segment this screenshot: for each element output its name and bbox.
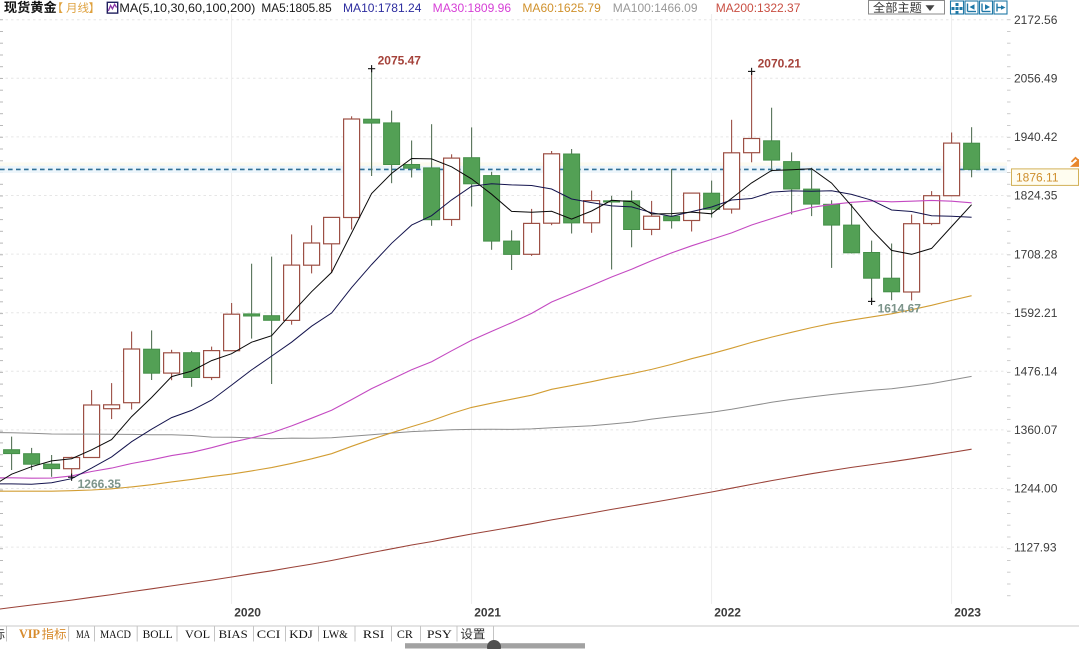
svg-text:RSI: RSI [363, 627, 385, 641]
svg-text:KDJ: KDJ [289, 627, 313, 641]
svg-text:2020: 2020 [234, 606, 261, 620]
svg-text:MA10:1781.24: MA10:1781.24 [343, 1, 422, 15]
svg-text:CCI: CCI [257, 627, 281, 641]
svg-text:1244.00: 1244.00 [1014, 482, 1058, 496]
svg-text:2056.49: 2056.49 [1014, 72, 1058, 86]
svg-text:MA30:1809.96: MA30:1809.96 [433, 1, 512, 15]
svg-text:MACD: MACD [100, 627, 131, 641]
svg-text:1592.21: 1592.21 [1014, 306, 1058, 320]
svg-text:BOLL: BOLL [143, 627, 173, 641]
svg-text:MA100:1466.09: MA100:1466.09 [613, 1, 698, 15]
svg-text:1614.67: 1614.67 [878, 301, 922, 315]
svg-text:MA5:1805.85: MA5:1805.85 [261, 1, 332, 15]
svg-text:VIP: VIP [19, 627, 40, 641]
svg-text:2022: 2022 [714, 606, 741, 620]
svg-text:1940.42: 1940.42 [1014, 130, 1058, 144]
svg-text:1360.07: 1360.07 [1014, 423, 1058, 437]
svg-text:2023: 2023 [954, 606, 981, 620]
svg-text:1476.14: 1476.14 [1014, 365, 1058, 379]
svg-text:CR: CR [397, 627, 413, 641]
svg-text:VOL: VOL [185, 627, 210, 641]
svg-text:MA(5,10,30,60,100,200): MA(5,10,30,60,100,200) [119, 1, 255, 15]
svg-text:MA60:1625.79: MA60:1625.79 [522, 1, 601, 15]
svg-text:1824.35: 1824.35 [1014, 189, 1058, 203]
svg-text:1708.28: 1708.28 [1014, 247, 1058, 261]
svg-text:BIAS: BIAS [219, 627, 248, 641]
svg-text:2021: 2021 [474, 606, 501, 620]
svg-text:1266.35: 1266.35 [78, 477, 122, 491]
svg-text:2070.21: 2070.21 [758, 56, 802, 70]
svg-text:1127.93: 1127.93 [1014, 540, 1057, 554]
svg-text:MA: MA [76, 627, 90, 641]
svg-text:LW&: LW& [323, 627, 349, 641]
svg-text:PSY: PSY [427, 627, 452, 641]
svg-text:MA200:1322.37: MA200:1322.37 [716, 1, 801, 15]
svg-text:2075.47: 2075.47 [378, 54, 422, 68]
svg-text:1876.11: 1876.11 [1016, 170, 1059, 184]
svg-text:2172.56: 2172.56 [1014, 13, 1058, 27]
